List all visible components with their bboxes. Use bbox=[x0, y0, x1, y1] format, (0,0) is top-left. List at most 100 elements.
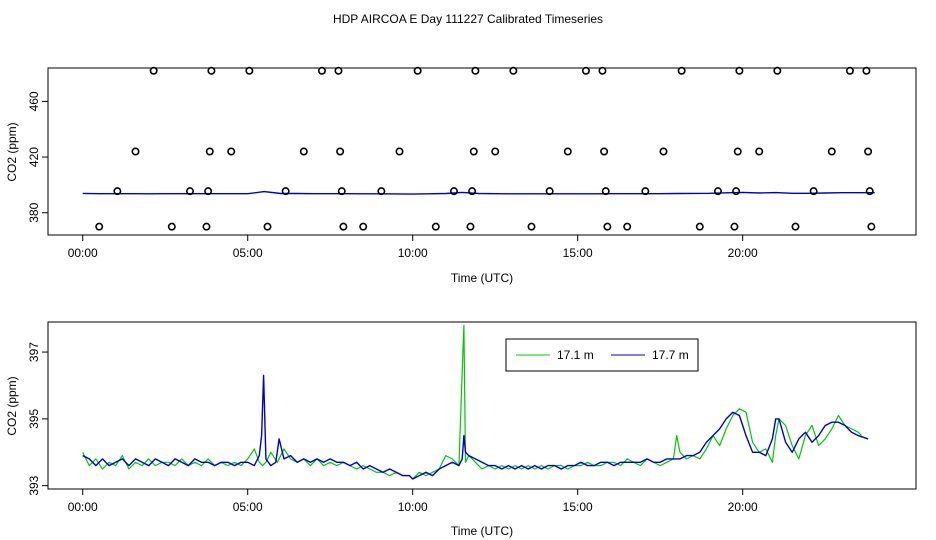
top-y-axis: 380 420 460 bbox=[27, 91, 48, 223]
bottom-y-axis: 393 395 397 bbox=[27, 342, 48, 496]
calibration-point bbox=[755, 147, 764, 156]
legend-box bbox=[505, 338, 699, 372]
calibration-point bbox=[867, 222, 876, 231]
calibration-point bbox=[413, 66, 422, 75]
x-tick-label: 20:00 bbox=[728, 500, 758, 514]
series-line-17-7-m bbox=[82, 374, 869, 480]
bottom-x-axis: 00:00 05:00 10:00 15:00 20:00 bbox=[68, 489, 758, 514]
calibration-point bbox=[491, 147, 500, 156]
calibration-point bbox=[600, 147, 609, 156]
calibration-point bbox=[334, 66, 343, 75]
calibration-point bbox=[469, 147, 478, 156]
calibration-point bbox=[336, 147, 345, 156]
x-tick-label: 05:00 bbox=[233, 246, 263, 260]
calibration-point bbox=[732, 187, 741, 196]
calibration-point bbox=[227, 147, 236, 156]
chart-title: HDP AIRCOA E Day 111227 Calibrated Times… bbox=[333, 12, 603, 26]
calibration-point bbox=[113, 187, 122, 196]
legend: 17.1 m 17.7 m bbox=[505, 338, 699, 372]
y-tick-label: 397 bbox=[27, 342, 41, 362]
calibration-point bbox=[730, 222, 739, 231]
x-tick-label: 10:00 bbox=[398, 500, 428, 514]
bottom-y-axis-label: CO2 (ppm) bbox=[5, 376, 19, 435]
calibration-point bbox=[598, 66, 607, 75]
calibration-point bbox=[205, 147, 214, 156]
top-panel: 00:00 05:00 10:00 15:00 20:00 380 420 460 Time… bbox=[5, 66, 917, 285]
x-tick-label: 00:00 bbox=[68, 500, 98, 514]
calibration-point bbox=[862, 66, 871, 75]
y-tick-label: 420 bbox=[27, 147, 41, 167]
calibration-point bbox=[527, 222, 536, 231]
top-x-axis: 00:00 05:00 10:00 15:00 20:00 bbox=[68, 235, 758, 260]
top-plot-frame bbox=[47, 67, 917, 236]
calibration-point bbox=[623, 222, 632, 231]
x-tick-label: 05:00 bbox=[233, 500, 263, 514]
calibration-point bbox=[733, 147, 742, 156]
calibration-point bbox=[601, 187, 610, 196]
calibration-point bbox=[509, 66, 518, 75]
x-tick-label: 15:00 bbox=[563, 246, 593, 260]
calibration-point bbox=[317, 66, 326, 75]
calibration-point bbox=[202, 222, 211, 231]
calibration-point bbox=[773, 66, 782, 75]
x-tick-label: 15:00 bbox=[563, 500, 593, 514]
legend-label-17-7m: 17.7 m bbox=[652, 348, 689, 362]
calibration-point bbox=[641, 187, 650, 196]
top-y-axis-label: CO2 (ppm) bbox=[5, 122, 19, 181]
calibration-point bbox=[377, 187, 386, 196]
calibration-point bbox=[131, 147, 140, 156]
calibration-point bbox=[545, 187, 554, 196]
calibration-point bbox=[337, 187, 346, 196]
calibration-point bbox=[735, 66, 744, 75]
calibration-point bbox=[845, 66, 854, 75]
calibration-point bbox=[864, 147, 873, 156]
calibration-point bbox=[659, 147, 668, 156]
calibration-point bbox=[263, 222, 272, 231]
calibration-point bbox=[339, 222, 348, 231]
calibration-point bbox=[245, 66, 254, 75]
y-tick-label: 393 bbox=[27, 475, 41, 495]
calibration-point bbox=[695, 222, 704, 231]
calibration-point bbox=[207, 66, 216, 75]
y-tick-label: 380 bbox=[27, 202, 41, 222]
top-series-group bbox=[82, 190, 875, 195]
calibration-point bbox=[471, 66, 480, 75]
calibration-point bbox=[167, 222, 176, 231]
calibration-point bbox=[603, 222, 612, 231]
calibration-point bbox=[809, 187, 818, 196]
calibration-points bbox=[95, 66, 876, 231]
calibration-point bbox=[563, 147, 572, 156]
calibration-point bbox=[359, 222, 368, 231]
bottom-x-axis-label: Time (UTC) bbox=[451, 524, 513, 538]
calibration-point bbox=[95, 222, 104, 231]
calibration-point bbox=[149, 66, 158, 75]
calibration-point bbox=[281, 187, 290, 196]
calibration-point bbox=[449, 187, 458, 196]
calibration-point bbox=[713, 187, 722, 196]
calibration-point bbox=[677, 66, 686, 75]
x-tick-label: 10:00 bbox=[398, 246, 428, 260]
y-tick-label: 395 bbox=[27, 409, 41, 429]
bottom-series-group bbox=[82, 324, 869, 480]
x-tick-label: 00:00 bbox=[68, 246, 98, 260]
legend-label-17-1m: 17.1 m bbox=[557, 348, 594, 362]
series-line-blue bbox=[82, 190, 875, 195]
calibration-point bbox=[299, 147, 308, 156]
y-tick-label: 460 bbox=[27, 91, 41, 111]
series-line-17-1-m bbox=[82, 324, 862, 480]
calibration-point bbox=[581, 66, 590, 75]
calibration-point bbox=[791, 222, 800, 231]
calibration-point bbox=[185, 187, 194, 196]
bottom-panel: 00:00 05:00 10:00 15:00 20:00 393 395 397 Time… bbox=[5, 321, 917, 538]
calibration-point bbox=[395, 147, 404, 156]
bottom-plot-frame bbox=[47, 321, 917, 490]
calibration-point bbox=[865, 187, 874, 196]
calibration-point bbox=[204, 187, 213, 196]
calibration-point bbox=[468, 187, 477, 196]
calibration-point bbox=[827, 147, 836, 156]
calibration-point bbox=[431, 222, 440, 231]
x-tick-label: 20:00 bbox=[728, 246, 758, 260]
calibration-point bbox=[466, 222, 475, 231]
top-x-axis-label: Time (UTC) bbox=[451, 271, 513, 285]
